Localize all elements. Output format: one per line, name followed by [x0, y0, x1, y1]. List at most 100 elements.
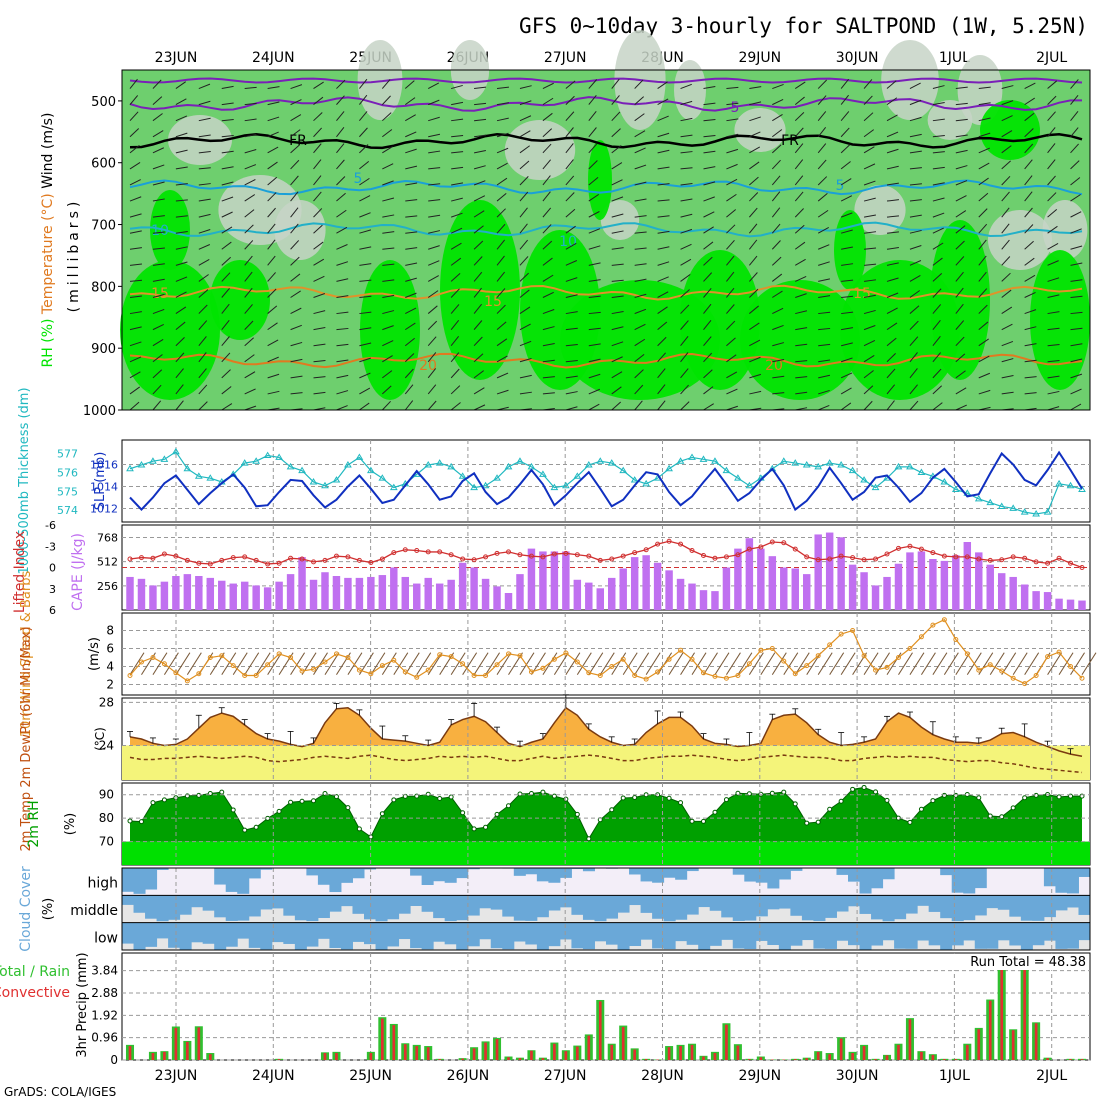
wind-barb: [382, 214, 395, 218]
cloud-cell: [525, 895, 538, 921]
wind-barb: [152, 79, 162, 89]
wind-barb: [886, 215, 900, 218]
wind-barb: [1070, 194, 1081, 202]
li-point: [299, 556, 305, 562]
wind-barb: [290, 375, 303, 379]
wind-speed-point: [850, 628, 856, 633]
precip-convective-bar: [988, 1000, 992, 1060]
wind-barb: [152, 164, 165, 170]
cloud-cell: [317, 922, 330, 939]
cloud-cell: [421, 895, 434, 912]
thickness-point: [917, 468, 926, 476]
cloud-cell: [663, 922, 676, 950]
panel-frame: [121, 439, 1091, 523]
cloud-cell: [364, 868, 377, 870]
wind-barb: [864, 231, 877, 234]
li-point: [253, 557, 259, 563]
wind-barb: [588, 79, 598, 89]
wind-barb: [474, 86, 487, 90]
wind-barb: [955, 271, 964, 282]
cape-bar: [814, 534, 822, 610]
cloud-cell: [848, 868, 861, 882]
cloud-cell: [974, 868, 987, 889]
wind-barb: [818, 278, 831, 282]
temp-tick-label: 28: [99, 695, 114, 709]
wind-barb: [634, 215, 647, 218]
li-point: [597, 557, 603, 563]
wind-barb: [840, 178, 852, 186]
wind-barb: [886, 400, 895, 411]
wind-speed-point: [999, 668, 1005, 674]
wind-barb: [1047, 344, 1060, 347]
thickness-point: [779, 457, 788, 464]
li-point: [712, 555, 718, 561]
cloud-cell: [410, 895, 423, 906]
precip-convective-bar: [920, 1051, 923, 1060]
cape-bar: [780, 567, 788, 610]
wind-barb: [382, 370, 393, 379]
cape-bar: [126, 576, 134, 610]
wind-barb: [129, 247, 142, 250]
cloud-cell: [606, 895, 619, 919]
li-point: [838, 553, 844, 559]
wind-barb: [1001, 272, 1011, 282]
cloud-cell: [732, 868, 745, 875]
wind-barb: [771, 207, 781, 218]
wind-barb: [955, 165, 968, 170]
surface-wind-barb: [875, 652, 890, 675]
cloud-cell: [928, 895, 941, 912]
bottom-date-label: 1JUL: [939, 1068, 970, 1084]
wind-barb: [817, 159, 827, 170]
li-tick-label: -3: [45, 540, 56, 553]
thickness-point: [986, 498, 995, 506]
cape-bar: [218, 580, 226, 610]
cape-bar: [642, 555, 650, 610]
wind-speed-point: [242, 673, 248, 678]
rh-moist-area: [150, 190, 190, 270]
cloud-cell: [986, 895, 999, 909]
wind-barb: [198, 384, 208, 395]
thickness-point: [1009, 504, 1018, 511]
precip-convective-bar: [610, 1044, 614, 1060]
wind-barb: [932, 212, 945, 218]
wind-barb: [267, 373, 280, 379]
isotherm-line: [129, 352, 1083, 369]
wind-barb: [1047, 225, 1058, 234]
wind-barb: [588, 343, 601, 347]
cloud-cell: [917, 922, 930, 941]
cloud-cell: [133, 922, 146, 950]
wind-barb: [1070, 110, 1079, 122]
wind-barb: [152, 130, 164, 138]
wind-barb: [611, 263, 624, 266]
thickness-axis-label: 1000-500mb Thickness (dm): [17, 387, 32, 574]
wind-barb: [886, 277, 899, 282]
precip-convective-bar: [690, 1044, 694, 1060]
precip-convective-bar: [862, 1046, 866, 1060]
wind-barb: [818, 389, 830, 395]
wind-barb: [451, 166, 464, 170]
li-point: [448, 552, 454, 558]
rh-point: [827, 806, 833, 812]
wind-barb: [726, 86, 739, 90]
cloud-cell: [617, 895, 630, 913]
li-point: [483, 554, 489, 560]
wind-speed-point: [414, 674, 420, 680]
wind-barb: [1047, 208, 1058, 218]
wind-barb: [588, 228, 601, 234]
wind-barb: [427, 336, 437, 347]
rh-point: [792, 801, 798, 807]
wind-barb: [336, 359, 349, 363]
cloud-cell: [513, 922, 526, 942]
cloud-cell: [859, 895, 872, 914]
cloud-cell: [582, 868, 595, 872]
cape-bar: [1032, 591, 1040, 610]
wind-barb: [129, 111, 139, 122]
cloud-cell: [905, 922, 918, 949]
wind-barb: [1024, 112, 1035, 122]
wind-barb: [726, 163, 738, 170]
wind-barb: [473, 370, 484, 379]
wind-barb: [1047, 359, 1060, 363]
wind-barb: [818, 374, 831, 379]
wind-barb: [405, 277, 417, 282]
